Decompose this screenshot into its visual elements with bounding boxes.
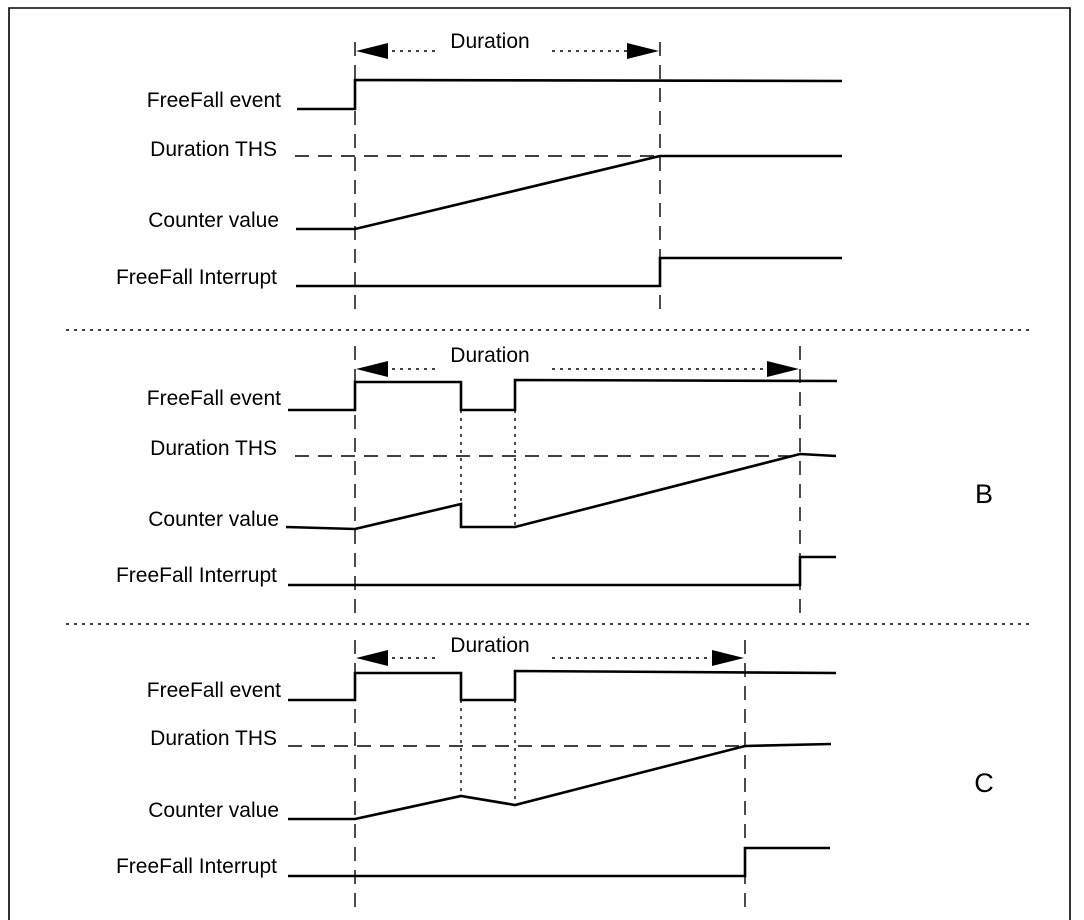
panel-c: Duration FreeFall event Duration THS Cou…	[116, 631, 994, 912]
signal-label-freefall-interrupt: FreeFall Interrupt	[116, 855, 277, 878]
duration-label-bg	[436, 30, 548, 60]
counter-value-waveform	[296, 154, 661, 231]
duration-label: Duration	[450, 344, 529, 367]
freefall-event-waveform	[297, 78, 843, 111]
panel-b: Duration FreeFall event Duration THS Cou…	[116, 341, 993, 620]
signal-label-duration-ths: Duration THS	[150, 727, 277, 750]
duration-label-bg	[436, 631, 548, 660]
signal-label-counter-value: Counter value	[148, 209, 279, 232]
panel-letter-c: C	[974, 768, 994, 798]
signal-label-duration-ths: Duration THS	[150, 138, 277, 161]
duration-arrow-right	[712, 650, 744, 666]
diagram-frame	[8, 7, 1071, 920]
duration-arrow-left	[356, 650, 388, 666]
signal-label-counter-value: Counter value	[148, 508, 279, 531]
counter-value-waveform	[285, 452, 837, 531]
duration-arrow-right	[767, 361, 799, 377]
freefall-interrupt-waveform	[296, 256, 842, 288]
counter-value-waveform	[288, 742, 832, 821]
freefall-event-waveform	[288, 669, 837, 702]
freefall-interrupt-waveform	[288, 846, 830, 878]
duration-arrow-left	[356, 43, 388, 59]
duration-label: Duration	[450, 30, 529, 53]
signal-label-freefall-event: FreeFall event	[147, 679, 281, 702]
signal-label-freefall-event: FreeFall event	[147, 89, 281, 112]
freefall-interrupt-waveform	[288, 555, 836, 587]
freefall-event-waveform	[288, 378, 838, 412]
signal-label-freefall-interrupt: FreeFall Interrupt	[116, 266, 277, 289]
duration-arrow-left	[356, 361, 388, 377]
duration-label: Duration	[450, 634, 529, 657]
duration-arrow-right	[627, 43, 659, 59]
panel-a: Duration FreeFall event Duration THS Cou…	[116, 30, 843, 316]
duration-label-bg	[436, 341, 548, 371]
signal-label-duration-ths: Duration THS	[150, 437, 277, 460]
signal-label-freefall-event: FreeFall event	[147, 387, 281, 410]
signal-label-counter-value: Counter value	[148, 799, 279, 822]
signal-label-freefall-interrupt: FreeFall Interrupt	[116, 564, 277, 587]
panel-letter-b: B	[975, 479, 993, 509]
